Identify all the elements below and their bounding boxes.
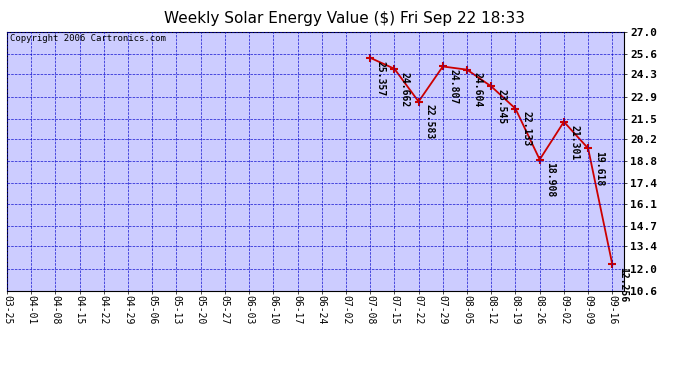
Text: 23.545: 23.545 xyxy=(497,89,507,124)
Text: 22.133: 22.133 xyxy=(521,111,531,147)
Text: 18.908: 18.908 xyxy=(545,162,555,198)
Text: 24.807: 24.807 xyxy=(448,69,458,105)
Text: 21.301: 21.301 xyxy=(569,124,580,160)
Text: 19.618: 19.618 xyxy=(593,151,604,186)
Text: 24.604: 24.604 xyxy=(473,72,482,108)
Text: 12.256: 12.256 xyxy=(618,267,628,303)
Text: 24.662: 24.662 xyxy=(400,72,410,107)
Text: 25.357: 25.357 xyxy=(376,61,386,96)
Text: Copyright 2006 Cartronics.com: Copyright 2006 Cartronics.com xyxy=(10,34,166,44)
Text: 22.583: 22.583 xyxy=(424,104,434,140)
Text: Weekly Solar Energy Value ($) Fri Sep 22 18:33: Weekly Solar Energy Value ($) Fri Sep 22… xyxy=(164,11,526,26)
